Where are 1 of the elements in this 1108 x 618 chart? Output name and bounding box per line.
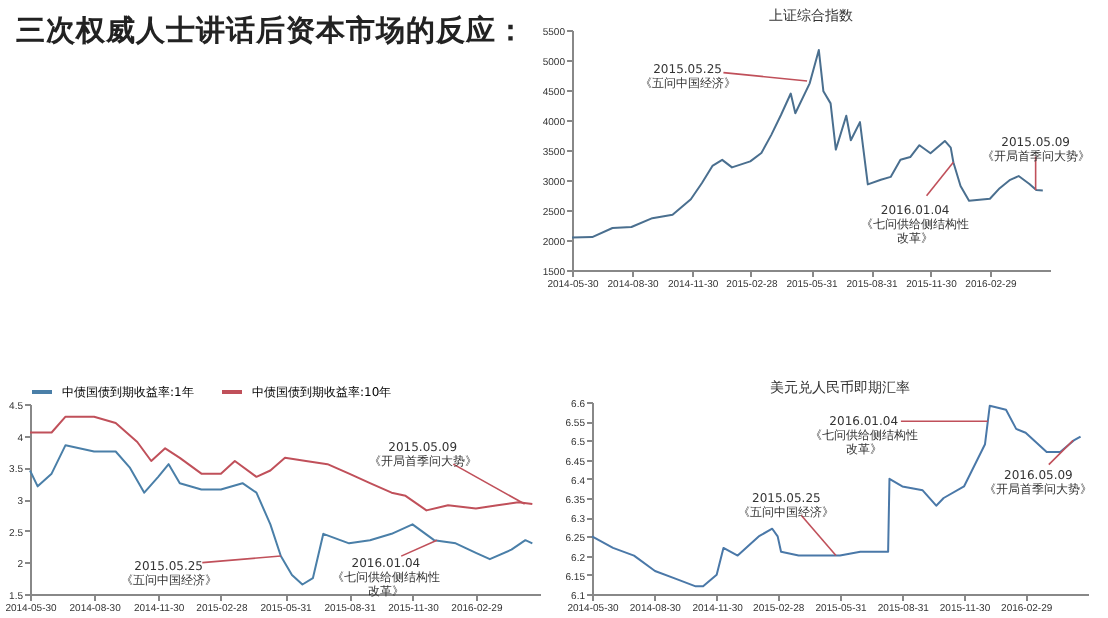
text: 三次权威人士讲话后资本市场的反应： — [16, 12, 526, 50]
